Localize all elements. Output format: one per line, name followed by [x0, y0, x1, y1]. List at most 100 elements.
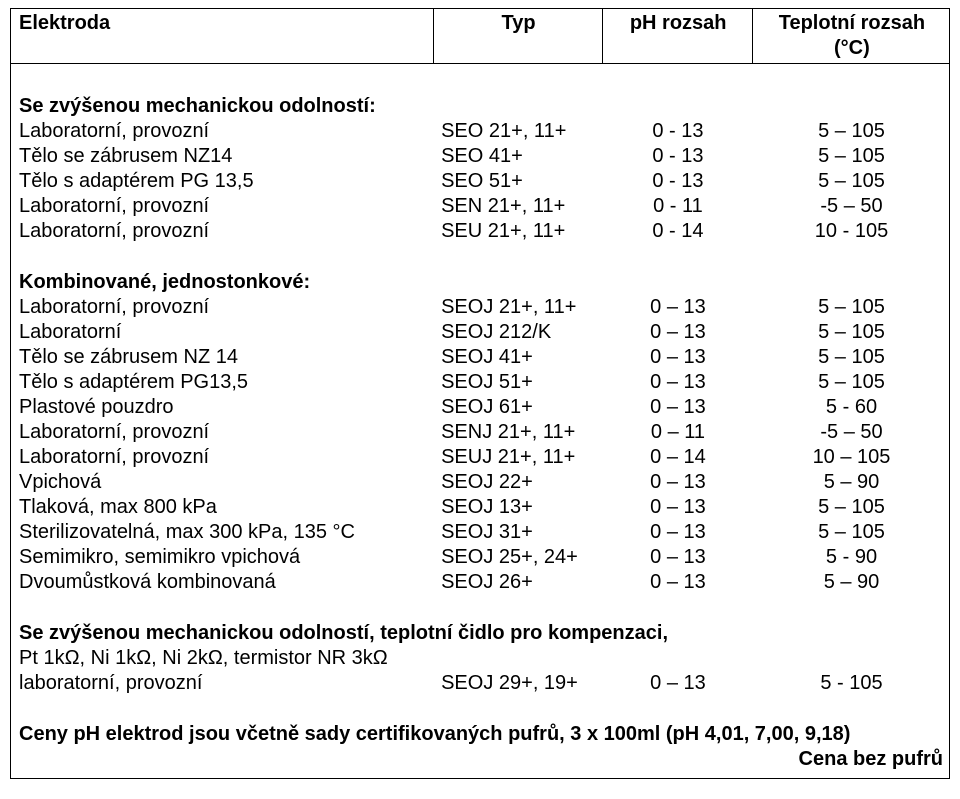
cell-type: SEU 21+, 11+ [433, 219, 602, 244]
cell-temp: 5 - 90 [752, 545, 949, 570]
spacer-row [11, 595, 949, 621]
header-col-typ: Typ [433, 9, 602, 64]
body-frame: Se zvýšenou mechanickou odolností: Labor… [10, 64, 950, 779]
table-row: Tlaková, max 800 kPa SEOJ 13+ 0 – 13 5 –… [11, 495, 949, 520]
cell-desc: Semimikro, semimikro vpichová [11, 545, 433, 570]
cell-type: SEOJ 29+, 19+ [433, 671, 602, 696]
header-table: Elektroda Typ pH rozsah Teplotní rozsah … [10, 8, 950, 64]
cell-temp: -5 – 50 [752, 420, 949, 445]
cell-desc: Tělo se zábrusem NZ 14 [11, 345, 433, 370]
footer-line1-row: Ceny pH elektrod jsou včetně sady certif… [11, 722, 949, 747]
cell-type: SEOJ 61+ [433, 395, 602, 420]
header-col-ph: pH rozsah [602, 9, 752, 64]
cell-ph: 0 – 13 [602, 345, 752, 370]
table-row: laboratorní, provozní SEOJ 29+, 19+ 0 – … [11, 671, 949, 696]
cell-temp: 5 – 105 [752, 495, 949, 520]
cell-temp: 5 – 105 [752, 345, 949, 370]
cell-desc: laboratorní, provozní [11, 671, 433, 696]
cell-type: SEOJ 26+ [433, 570, 602, 595]
spacer-row [11, 244, 949, 270]
cell-ph: 0 – 14 [602, 445, 752, 470]
cell-ph: 0 – 13 [602, 370, 752, 395]
cell-type: SEN 21+, 11+ [433, 194, 602, 219]
cell-desc: Tělo s adaptérem PG13,5 [11, 370, 433, 395]
cell-desc: Sterilizovatelná, max 300 kPa, 135 °C [11, 520, 433, 545]
section2-title: Kombinované, jednostonkové: [11, 270, 949, 295]
cell-ph: 0 - 11 [602, 194, 752, 219]
cell-temp: 10 - 105 [752, 219, 949, 244]
cell-ph: 0 – 13 [602, 671, 752, 696]
cell-type: SEO 41+ [433, 144, 602, 169]
document-sheet: Elektroda Typ pH rozsah Teplotní rozsah … [0, 0, 960, 789]
cell-ph: 0 – 13 [602, 470, 752, 495]
cell-type: SEO 21+, 11+ [433, 119, 602, 144]
cell-temp: -5 – 50 [752, 194, 949, 219]
cell-temp: 5 - 60 [752, 395, 949, 420]
table-row: Laboratorní, provozní SEUJ 21+, 11+ 0 – … [11, 445, 949, 470]
footer-line2-row: Cena bez pufrů [11, 747, 949, 772]
table-row: Semimikro, semimikro vpichová SEOJ 25+, … [11, 545, 949, 570]
cell-ph: 0 - 14 [602, 219, 752, 244]
cell-desc: Laboratorní, provozní [11, 445, 433, 470]
table-row: Laboratorní, provozní SENJ 21+, 11+ 0 – … [11, 420, 949, 445]
cell-temp: 5 - 105 [752, 671, 949, 696]
cell-desc: Laboratorní, provozní [11, 119, 433, 144]
cell-temp: 5 – 105 [752, 169, 949, 194]
table-row: Dvoumůstková kombinovaná SEOJ 26+ 0 – 13… [11, 570, 949, 595]
header-col-temp: Teplotní rozsah (°C) [752, 9, 949, 64]
cell-temp: 5 – 105 [752, 320, 949, 345]
section3-title-row: Se zvýšenou mechanickou odolností, teplo… [11, 621, 949, 646]
cell-desc: Plastové pouzdro [11, 395, 433, 420]
table-row: Laboratorní, provozní SEO 21+, 11+ 0 - 1… [11, 119, 949, 144]
cell-type: SENJ 21+, 11+ [433, 420, 602, 445]
cell-type: SEOJ 22+ [433, 470, 602, 495]
footer-line2: Cena bez pufrů [11, 747, 949, 772]
table-row: Laboratorní SEOJ 212/K 0 – 13 5 – 105 [11, 320, 949, 345]
cell-desc: Tělo s adaptérem PG 13,5 [11, 169, 433, 194]
spacer-row [11, 696, 949, 722]
cell-temp: 10 – 105 [752, 445, 949, 470]
table-row: Laboratorní, provozní SEOJ 21+, 11+ 0 – … [11, 295, 949, 320]
cell-type: SEOJ 25+, 24+ [433, 545, 602, 570]
table-row: Laboratorní, provozní SEU 21+, 11+ 0 - 1… [11, 219, 949, 244]
cell-desc: Laboratorní, provozní [11, 219, 433, 244]
cell-ph: 0 - 13 [602, 144, 752, 169]
section3-subtitle-row: Pt 1kΩ, Ni 1kΩ, Ni 2kΩ, termistor NR 3kΩ [11, 646, 949, 671]
cell-ph: 0 – 13 [602, 295, 752, 320]
cell-ph: 0 – 13 [602, 495, 752, 520]
cell-temp: 5 – 90 [752, 570, 949, 595]
cell-desc: Tělo se zábrusem NZ14 [11, 144, 433, 169]
header-row: Elektroda Typ pH rozsah Teplotní rozsah … [11, 9, 950, 64]
cell-desc: Laboratorní, provozní [11, 194, 433, 219]
cell-temp: 5 – 105 [752, 144, 949, 169]
cell-type: SEOJ 21+, 11+ [433, 295, 602, 320]
section3-title: Se zvýšenou mechanickou odolností, teplo… [11, 621, 949, 646]
table-row: Vpichová SEOJ 22+ 0 – 13 5 – 90 [11, 470, 949, 495]
table-row: Laboratorní, provozní SEN 21+, 11+ 0 - 1… [11, 194, 949, 219]
cell-temp: 5 – 105 [752, 295, 949, 320]
section3-subtitle: Pt 1kΩ, Ni 1kΩ, Ni 2kΩ, termistor NR 3kΩ [11, 646, 949, 671]
cell-desc: Laboratorní, provozní [11, 295, 433, 320]
table-row: Tělo s adaptérem PG13,5 SEOJ 51+ 0 – 13 … [11, 370, 949, 395]
table-row: Sterilizovatelná, max 300 kPa, 135 °C SE… [11, 520, 949, 545]
cell-temp: 5 – 105 [752, 370, 949, 395]
cell-temp: 5 – 105 [752, 119, 949, 144]
cell-desc: Dvoumůstková kombinovaná [11, 570, 433, 595]
table-row: Tělo s adaptérem PG 13,5 SEO 51+ 0 - 13 … [11, 169, 949, 194]
cell-type: SEOJ 13+ [433, 495, 602, 520]
table-row: Tělo se zábrusem NZ14 SEO 41+ 0 - 13 5 –… [11, 144, 949, 169]
cell-ph: 0 – 13 [602, 570, 752, 595]
table-row: Tělo se zábrusem NZ 14 SEOJ 41+ 0 – 13 5… [11, 345, 949, 370]
cell-type: SEOJ 51+ [433, 370, 602, 395]
table-row: Plastové pouzdro SEOJ 61+ 0 – 13 5 - 60 [11, 395, 949, 420]
cell-ph: 0 – 11 [602, 420, 752, 445]
cell-ph: 0 – 13 [602, 520, 752, 545]
cell-type: SEOJ 212/K [433, 320, 602, 345]
cell-ph: 0 – 13 [602, 545, 752, 570]
section1-title: Se zvýšenou mechanickou odolností: [11, 94, 949, 119]
footer-line1: Ceny pH elektrod jsou včetně sady certif… [11, 722, 949, 747]
spacer-row [11, 68, 949, 94]
section1-title-row: Se zvýšenou mechanickou odolností: [11, 94, 949, 119]
cell-type: SEO 51+ [433, 169, 602, 194]
cell-desc: Tlaková, max 800 kPa [11, 495, 433, 520]
